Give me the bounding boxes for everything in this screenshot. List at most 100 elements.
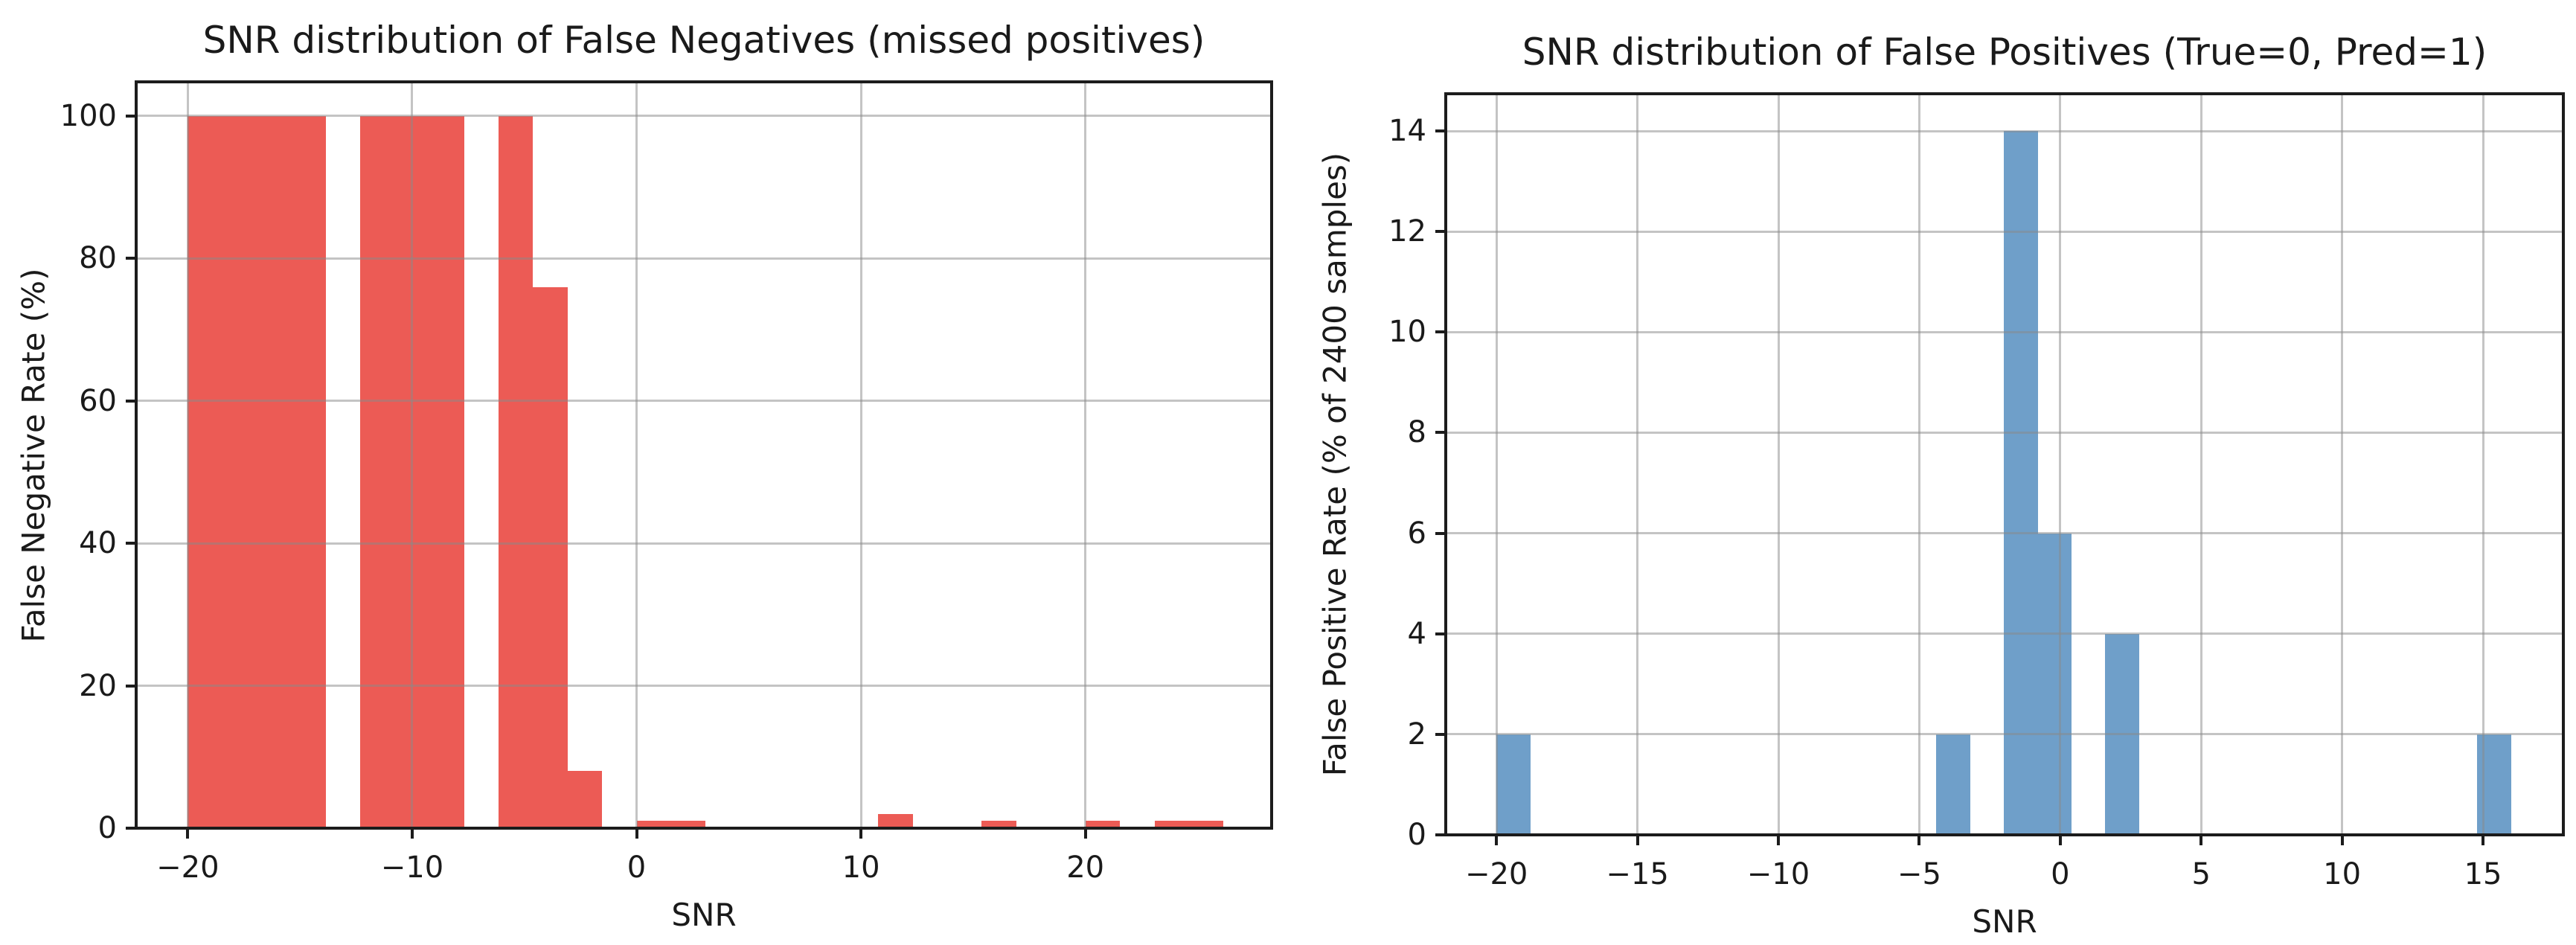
x-tick-label: 10 [2323, 857, 2362, 891]
x-tick-label: −10 [380, 850, 444, 885]
gridline-vertical [859, 82, 862, 828]
gridline-vertical [1636, 94, 1639, 835]
histogram-bar [636, 821, 706, 828]
gridline-horizontal [1446, 733, 2563, 736]
histogram-bar [188, 115, 326, 828]
x-tick-mark [859, 830, 863, 839]
y-tick-mark [1435, 330, 1444, 334]
x-tick-mark [2199, 836, 2203, 845]
y-tick-label: 60 [79, 383, 117, 418]
x-tick-label: 20 [1066, 850, 1105, 885]
histogram-bar [567, 771, 603, 828]
x-tick-label: −20 [1464, 857, 1528, 891]
y-axis-label: False Positive Rate (% of 2400 samples) [1316, 152, 1353, 777]
x-tick-mark [2340, 836, 2344, 845]
gridline-horizontal [136, 685, 1272, 688]
y-tick-mark [126, 257, 135, 260]
x-tick-label: −20 [156, 850, 220, 885]
gridline-horizontal [136, 827, 1272, 830]
histogram-bar [2037, 533, 2072, 835]
x-tick-mark [410, 830, 414, 839]
y-tick-label: 80 [79, 241, 117, 276]
x-tick-mark [2482, 836, 2485, 845]
gridline-vertical [635, 82, 638, 828]
y-tick-mark [126, 399, 135, 403]
y-tick-mark [1435, 230, 1444, 234]
gridline-vertical [2341, 94, 2344, 835]
x-tick-mark [1777, 836, 1780, 845]
gridline-vertical [2482, 94, 2484, 835]
gridline-horizontal [1446, 532, 2563, 535]
y-tick-mark [126, 684, 135, 688]
chart-title: SNR distribution of False Negatives (mis… [202, 19, 1205, 62]
y-tick-label: 6 [1407, 516, 1426, 551]
x-tick-label: 15 [2464, 857, 2502, 891]
y-tick-mark [1435, 129, 1444, 132]
y-tick-mark [1435, 632, 1444, 635]
x-tick-label: 0 [2051, 857, 2070, 891]
gridline-vertical [1084, 82, 1087, 828]
gridline-vertical [1495, 94, 1498, 835]
x-tick-label: −5 [1897, 857, 1941, 891]
histogram-bar [1936, 734, 1970, 835]
histogram-bar [1085, 821, 1121, 828]
y-tick-label: 0 [1407, 818, 1426, 852]
x-tick-label: −10 [1746, 857, 1810, 891]
gridline-vertical [1777, 94, 1780, 835]
x-tick-mark [1917, 836, 1921, 845]
gridline-horizontal [1446, 431, 2563, 434]
histogram-bar [533, 286, 568, 828]
histogram-bar [878, 813, 913, 828]
x-tick-label: 10 [842, 850, 880, 885]
gridline-horizontal [136, 257, 1272, 260]
histogram-bar [1154, 821, 1224, 828]
gridline-horizontal [1446, 129, 2563, 132]
y-tick-label: 2 [1407, 717, 1426, 752]
x-axis-label: SNR [1972, 903, 2037, 940]
gridline-vertical [1917, 94, 1920, 835]
y-tick-label: 14 [1388, 114, 1426, 148]
y-tick-mark [1435, 531, 1444, 535]
y-tick-label: 40 [79, 526, 117, 561]
x-axis-label: SNR [671, 897, 737, 933]
y-tick-label: 20 [79, 668, 117, 703]
gridline-vertical [411, 82, 414, 828]
x-tick-label: −15 [1606, 857, 1669, 891]
chart-title: SNR distribution of False Positives (Tru… [1522, 31, 2487, 74]
histogram-bar [1496, 734, 1531, 835]
gridline-horizontal [136, 115, 1272, 118]
gridline-horizontal [136, 400, 1272, 403]
y-tick-label: 4 [1407, 616, 1426, 651]
gridline-horizontal [1446, 230, 2563, 233]
gridline-horizontal [1446, 833, 2563, 836]
x-tick-mark [1495, 836, 1499, 845]
gridline-horizontal [136, 542, 1272, 545]
histogram-bar [981, 821, 1016, 828]
gridline-vertical [2059, 94, 2062, 835]
x-tick-label: 5 [2191, 857, 2211, 891]
y-tick-mark [126, 114, 135, 118]
histogram-bar [2004, 131, 2038, 835]
x-tick-mark [1635, 836, 1639, 845]
x-tick-mark [1083, 830, 1087, 839]
y-tick-mark [1435, 732, 1444, 736]
y-tick-mark [1435, 431, 1444, 435]
gridline-vertical [186, 82, 189, 828]
y-tick-label: 12 [1388, 214, 1426, 249]
y-tick-mark [1435, 833, 1444, 836]
gridline-horizontal [1446, 330, 2563, 333]
gridline-horizontal [1446, 632, 2563, 635]
y-tick-label: 10 [1388, 315, 1426, 350]
gridline-vertical [2199, 94, 2202, 835]
y-tick-label: 0 [97, 811, 117, 845]
x-tick-mark [2058, 836, 2062, 845]
y-tick-label: 8 [1407, 415, 1426, 450]
y-tick-label: 100 [60, 98, 117, 133]
x-tick-mark [635, 830, 638, 839]
x-tick-label: 0 [627, 850, 647, 885]
histogram-bar [499, 115, 534, 828]
y-axis-label: False Negative Rate (%) [15, 268, 52, 642]
y-tick-mark [126, 542, 135, 545]
